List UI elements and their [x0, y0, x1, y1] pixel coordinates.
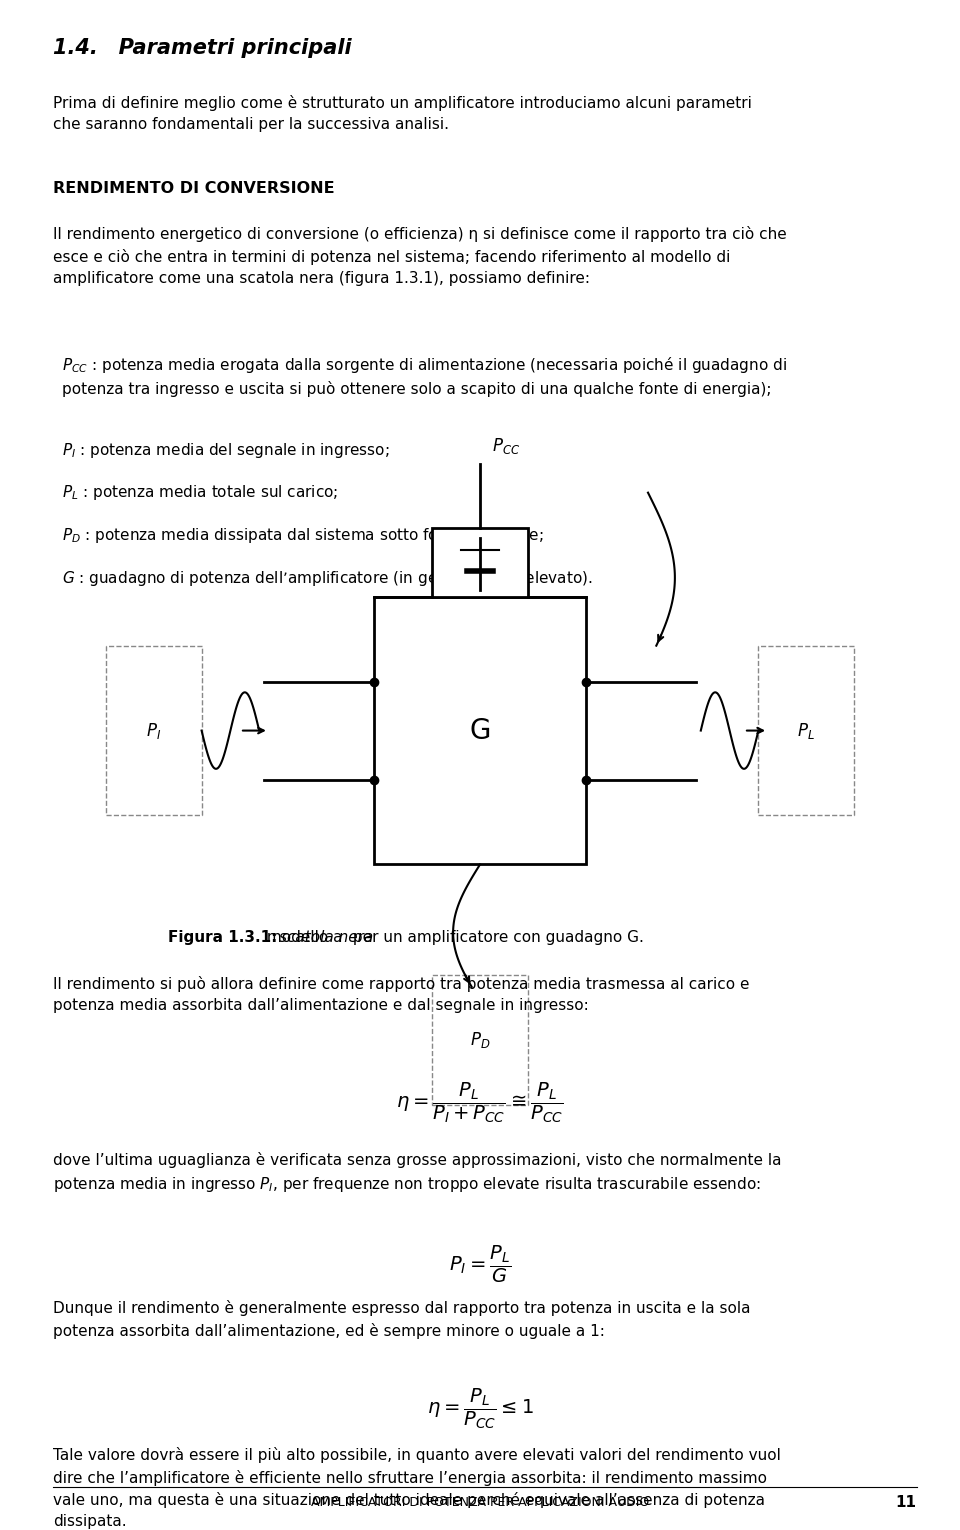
Text: $P_L$: $P_L$	[798, 721, 815, 741]
Bar	[374, 597, 586, 864]
Text: $P_D$: $P_D$	[469, 1030, 491, 1051]
FancyBboxPatch shape	[106, 646, 202, 814]
Text: $P_I = \dfrac{P_L}{G}$: $P_I = \dfrac{P_L}{G}$	[449, 1244, 511, 1285]
Text: 11: 11	[896, 1495, 917, 1510]
Text: Il rendimento si può allora definire come rapporto tra potenza media trasmessa a: Il rendimento si può allora definire com…	[53, 976, 750, 1013]
Text: Tale valore dovrà essere il più alto possibile, in quanto avere elevati valori d: Tale valore dovrà essere il più alto pos…	[53, 1447, 780, 1530]
FancyBboxPatch shape	[432, 976, 528, 1106]
FancyBboxPatch shape	[758, 646, 854, 814]
Text: $P_D$ : potenza media dissipata dal sistema sotto forma di calore;: $P_D$ : potenza media dissipata dal sist…	[62, 526, 544, 545]
Text: $G$ : guadagno di potenza dell’amplificatore (in genere molto elevato).: $G$ : guadagno di potenza dell’amplifica…	[62, 569, 593, 588]
Text: $P_{CC}$: $P_{CC}$	[492, 436, 519, 456]
Text: RENDIMENTO DI CONVERSIONE: RENDIMENTO DI CONVERSIONE	[53, 181, 334, 196]
Text: dove l’ultima uguaglianza è verificata senza grosse approssimazioni, visto che n: dove l’ultima uguaglianza è verificata s…	[53, 1152, 781, 1193]
Text: scatola nera: scatola nera	[279, 930, 373, 946]
Text: $P_I$ : potenza media del segnale in ingresso;: $P_I$ : potenza media del segnale in ing…	[62, 441, 390, 459]
Text: Dunque il rendimento è generalmente espresso dal rapporto tra potenza in uscita : Dunque il rendimento è generalmente espr…	[53, 1300, 751, 1339]
Text: Il rendimento energetico di conversione (o efficienza) η si definisce come il ra: Il rendimento energetico di conversione …	[53, 226, 786, 286]
Text: 1.4. Parametri principali: 1.4. Parametri principali	[53, 38, 351, 58]
Text: modello a: modello a	[262, 930, 348, 946]
Text: $P_{CC}$ : potenza media erogata dalla sorgente di alimentazione (necessaria poi: $P_{CC}$ : potenza media erogata dalla s…	[62, 355, 787, 398]
Text: $\eta = \dfrac{P_L}{P_{CC}} \leq 1$: $\eta = \dfrac{P_L}{P_{CC}} \leq 1$	[426, 1386, 534, 1431]
Text: $P_L$ : potenza media totale sul carico;: $P_L$ : potenza media totale sul carico;	[62, 483, 339, 502]
Bar	[432, 528, 528, 597]
Text: per un amplificatore con guadagno G.: per un amplificatore con guadagno G.	[348, 930, 643, 946]
Text: $\eta = \dfrac{P_L}{P_I + P_{CC}} \cong \dfrac{P_L}{P_{CC}}$: $\eta = \dfrac{P_L}{P_I + P_{CC}} \cong …	[396, 1080, 564, 1125]
Text: Figura 1.3.1:: Figura 1.3.1:	[168, 930, 277, 946]
Text: Prima di definire meglio come è strutturato un amplificatore introduciamo alcuni: Prima di definire meglio come è struttur…	[53, 95, 752, 132]
Text: AMPLIFICATORI DI POTENZA PER APPLICAZIONI AUDIO: AMPLIFICATORI DI POTENZA PER APPLICAZION…	[311, 1496, 649, 1509]
Text: $P_I$: $P_I$	[146, 721, 161, 741]
Text: G: G	[469, 716, 491, 745]
